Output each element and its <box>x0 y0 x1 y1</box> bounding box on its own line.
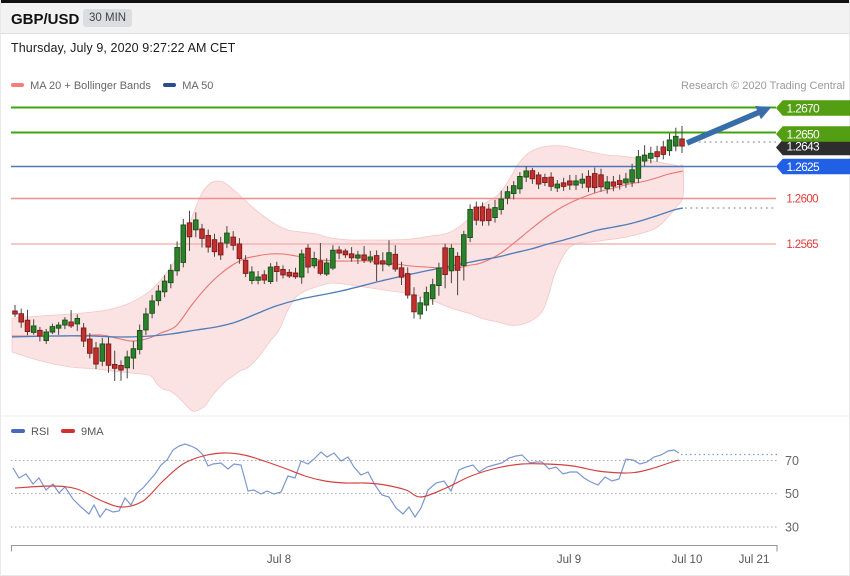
svg-text:1.2600: 1.2600 <box>786 193 818 205</box>
svg-text:1.2565: 1.2565 <box>786 239 818 251</box>
svg-text:70: 70 <box>785 454 799 468</box>
svg-text:50: 50 <box>785 487 799 501</box>
svg-text:1.2670: 1.2670 <box>787 101 821 115</box>
svg-text:1.2625: 1.2625 <box>787 160 821 174</box>
svg-text:Jul 9: Jul 9 <box>557 554 581 566</box>
svg-text:RSI: RSI <box>31 426 49 438</box>
svg-text:Jul 21: Jul 21 <box>739 554 770 566</box>
svg-text:1.2643: 1.2643 <box>787 140 821 154</box>
svg-text:9MA: 9MA <box>81 426 104 438</box>
svg-text:Jul 8: Jul 8 <box>267 554 291 566</box>
svg-text:Jul 10: Jul 10 <box>672 554 703 566</box>
svg-text:30: 30 <box>785 521 799 535</box>
svg-text:1.2650: 1.2650 <box>787 127 821 141</box>
